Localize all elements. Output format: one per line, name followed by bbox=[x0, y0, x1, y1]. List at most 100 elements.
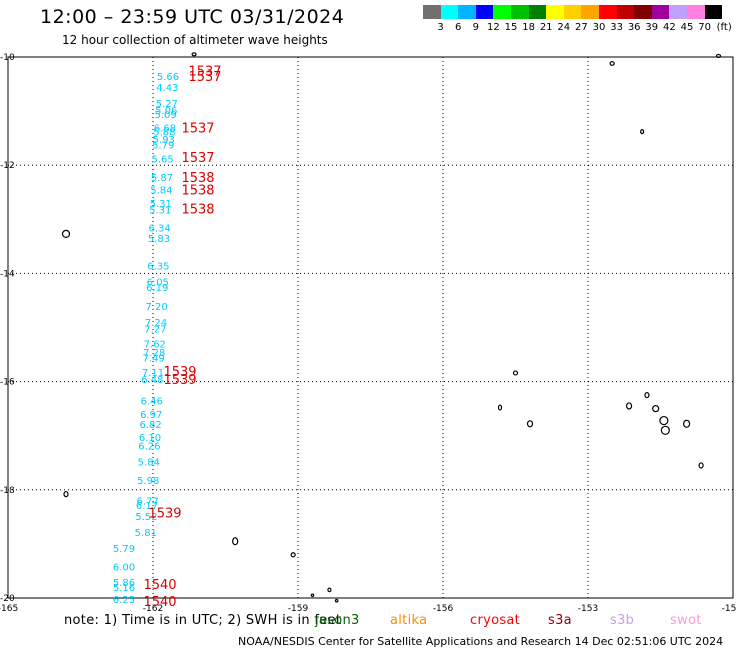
legend-swatch bbox=[493, 5, 511, 19]
mission-s3b: s3b bbox=[610, 613, 635, 628]
footer-note: note: 1) Time is in UTC; 2) SWH is in fe… bbox=[64, 613, 342, 628]
swh-label: 5.79 bbox=[113, 544, 135, 555]
legend-swatch bbox=[440, 5, 459, 19]
legend-label: 15 bbox=[504, 22, 518, 33]
legend-swatch bbox=[651, 5, 670, 19]
mission-cryosat: cryosat bbox=[470, 613, 521, 628]
legend-label: 36 bbox=[627, 22, 641, 33]
swh-label: 7.27 bbox=[144, 325, 166, 336]
swh-label: 5.09 bbox=[154, 110, 176, 121]
legend-label: 42 bbox=[663, 22, 676, 33]
time-label: 1537 bbox=[188, 65, 221, 80]
time-label: 1538 bbox=[181, 171, 214, 186]
legend-label: 45 bbox=[680, 22, 694, 33]
island bbox=[310, 593, 315, 598]
legend-swatch bbox=[634, 5, 652, 19]
swh-label: 5.65 bbox=[151, 155, 173, 166]
swh-label: 6.97 bbox=[140, 410, 162, 421]
legend-label: 3 bbox=[437, 22, 444, 33]
legend-swatch bbox=[581, 5, 599, 19]
swh-label: 5.83 bbox=[148, 234, 170, 245]
legend-swatch bbox=[704, 5, 723, 19]
island bbox=[625, 402, 633, 410]
swh-label: 7.24 bbox=[145, 318, 167, 329]
swh-label: 6.10 bbox=[139, 433, 161, 444]
time-label: 1540 bbox=[143, 578, 176, 593]
legend-label: 33 bbox=[610, 22, 623, 33]
legend-swatch bbox=[616, 5, 635, 19]
swh-label: 6.68 bbox=[154, 123, 176, 134]
swh-label: 5.98 bbox=[137, 476, 159, 487]
credit-line: NOAA/NESDIS Center for Satellite Applica… bbox=[238, 635, 724, 648]
legend-swatch bbox=[475, 5, 494, 19]
swh-label: 5.81 bbox=[135, 528, 157, 539]
swh-label: 5.31 bbox=[150, 199, 172, 210]
legend-swatch bbox=[686, 5, 705, 19]
swh-label: 6.34 bbox=[148, 223, 170, 234]
legend-label: 30 bbox=[592, 22, 606, 33]
lat-label: -12 bbox=[0, 161, 15, 171]
lon-label: -156 bbox=[433, 604, 454, 614]
lon-label: -162 bbox=[143, 604, 163, 614]
swh-label: 6.46 bbox=[141, 397, 163, 408]
swh-label: 6.19 bbox=[146, 283, 168, 294]
swh-label: 7.49 bbox=[142, 353, 164, 364]
mission-s3a: s3a bbox=[548, 613, 572, 628]
swh-label: 5.79 bbox=[152, 141, 174, 152]
legend-label: 24 bbox=[557, 22, 571, 33]
lon-label: -15 bbox=[722, 604, 737, 614]
swh-label: 7.11 bbox=[142, 368, 164, 379]
swh-label: 5.06 bbox=[155, 106, 177, 117]
swh-label: 6.17 bbox=[136, 501, 158, 512]
mission-altika: altika bbox=[390, 613, 428, 628]
swh-label: 7.20 bbox=[145, 302, 167, 313]
lon-label: -153 bbox=[578, 604, 598, 614]
lat-label: -16 bbox=[0, 378, 15, 388]
time-label: 1537 bbox=[188, 70, 221, 85]
swh-label: 6.25 bbox=[113, 595, 135, 606]
swh-label: 5.27 bbox=[156, 99, 178, 110]
legend-swatch bbox=[510, 5, 529, 19]
swh-label: 6.77 bbox=[136, 497, 158, 508]
swh-label: 5.31 bbox=[149, 206, 171, 217]
swh-label: 6.82 bbox=[139, 420, 161, 431]
legend-swatch bbox=[528, 5, 547, 19]
island bbox=[327, 587, 332, 593]
swh-label: 7.62 bbox=[144, 340, 166, 351]
island bbox=[526, 420, 534, 428]
island bbox=[660, 425, 670, 435]
time-label: 1537 bbox=[181, 121, 214, 136]
legend-swatch bbox=[423, 5, 441, 19]
lon-label: -165 bbox=[0, 604, 18, 614]
legend-label: 70 bbox=[698, 22, 711, 33]
legend-swatch bbox=[546, 5, 564, 19]
island bbox=[644, 392, 650, 399]
swh-label: 5.52 bbox=[135, 512, 157, 523]
legend-label: 12 bbox=[487, 22, 500, 33]
swh-label: 5.88 bbox=[153, 128, 175, 139]
island bbox=[63, 491, 69, 498]
legend-unit: (ft) bbox=[716, 22, 732, 33]
swh-label: 5.16 bbox=[113, 583, 135, 594]
legend-label: 21 bbox=[539, 22, 553, 33]
time-label: 1539 bbox=[163, 373, 196, 388]
island bbox=[715, 53, 722, 59]
time-label: 1540 bbox=[143, 595, 176, 610]
legend-swatch bbox=[598, 5, 617, 19]
swh-label: 6.35 bbox=[147, 261, 169, 272]
time-label: 1537 bbox=[181, 151, 214, 166]
swh-label: 5.93 bbox=[153, 135, 175, 146]
legend-labels: 3 6 9 12 15 18 21 24 27 30 33 36 39 42 45 70 (ft) bbox=[423, 22, 740, 36]
legend-swatch bbox=[458, 5, 476, 19]
island bbox=[659, 415, 669, 426]
time-label: 1539 bbox=[163, 365, 196, 380]
lat-label: -14 bbox=[0, 269, 15, 279]
swh-label: 5.84 bbox=[138, 458, 160, 469]
island bbox=[652, 405, 660, 413]
island bbox=[698, 462, 704, 469]
island bbox=[609, 61, 615, 66]
lon-label: -159 bbox=[288, 604, 309, 614]
island bbox=[497, 404, 503, 411]
swh-label: 5.84 bbox=[150, 186, 172, 197]
